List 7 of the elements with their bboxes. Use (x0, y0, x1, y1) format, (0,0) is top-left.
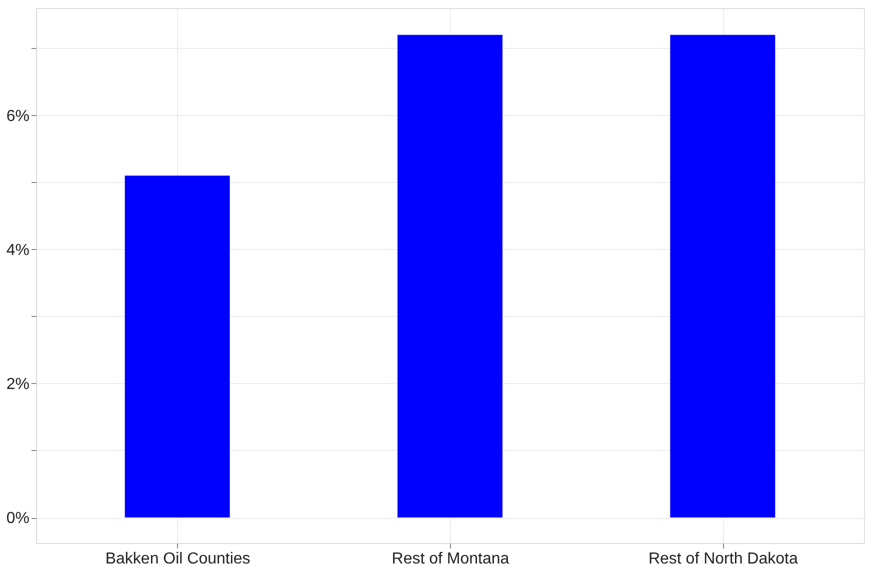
y-tick-label: 0% (6, 510, 30, 528)
x-tick-label: Bakken Oil Counties (105, 550, 250, 568)
y-tick-label: 6% (6, 108, 30, 125)
x-tick-label: Rest of Montana (392, 550, 510, 568)
y-tick-label: 2% (6, 376, 30, 393)
y-tick-label: 4% (6, 242, 30, 259)
x-tick-label: Rest of North Dakota (648, 550, 798, 568)
